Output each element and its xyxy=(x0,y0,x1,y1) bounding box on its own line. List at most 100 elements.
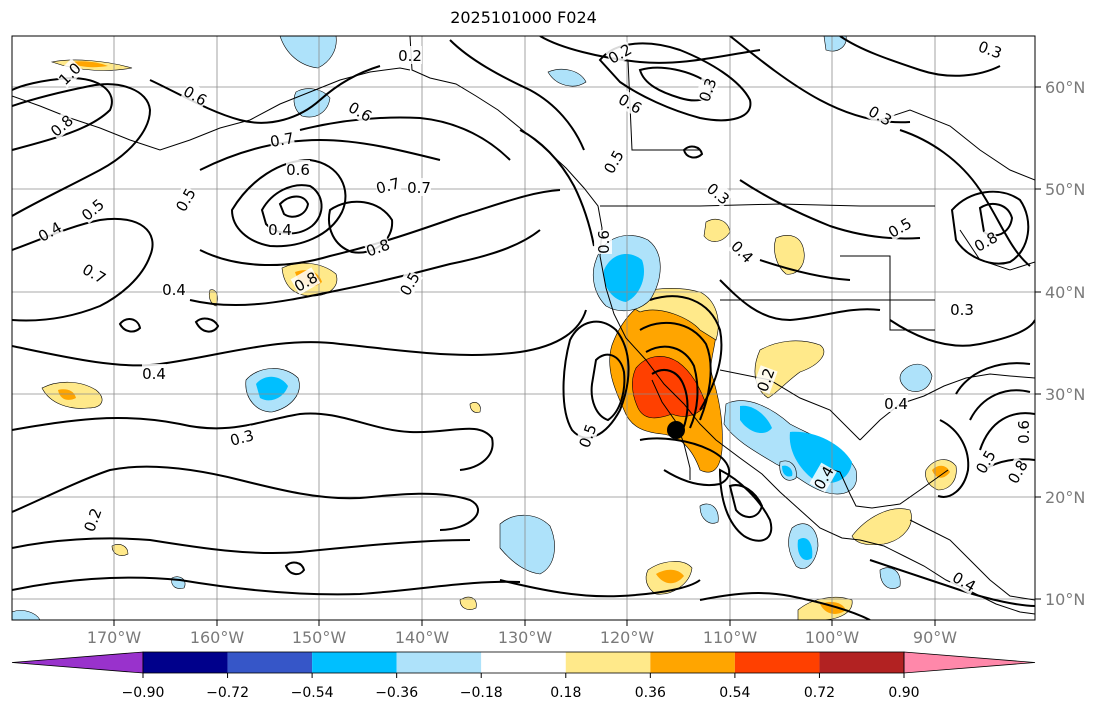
colorbar: −0.90 −0.72 −0.54 −0.36 −0.18 0.18 0.36 0.54 0.7… xyxy=(11,651,1036,701)
contour-label-bg xyxy=(884,394,908,412)
coastlines xyxy=(12,36,1035,615)
contour-label-bg xyxy=(79,505,105,535)
colorbar-segment xyxy=(227,652,313,673)
map-title: 2025101000 F024 xyxy=(450,8,597,27)
contour-label-bg xyxy=(604,39,635,67)
lon-tick-label: 100°W xyxy=(805,628,860,647)
colorbar-segment xyxy=(396,652,482,673)
colorbar-tick-label: 0.54 xyxy=(719,685,750,701)
lat-tick-label: 60°N xyxy=(1045,78,1085,97)
lon-tick-label: 140°W xyxy=(395,628,450,647)
lon-tick-label: 130°W xyxy=(498,628,553,647)
contour-label-bg xyxy=(171,184,199,215)
contour-label-bg xyxy=(1003,456,1031,487)
lon-tick-label: 170°W xyxy=(87,628,142,647)
lat-tick-label: 40°N xyxy=(1045,283,1085,302)
lat-tick-label: 30°N xyxy=(1045,385,1085,404)
lat-tick-label: 50°N xyxy=(1045,180,1085,199)
contour-label-text: 0.4 xyxy=(162,281,186,299)
lon-tick-label: 90°W xyxy=(913,628,957,647)
contour-label-text: 0.4 xyxy=(884,395,908,413)
contour-label-bg xyxy=(727,236,758,267)
contour-label-bg xyxy=(373,173,402,197)
contour-label-bg xyxy=(142,364,166,382)
colorbar-segment xyxy=(143,652,228,673)
colorbar-segment xyxy=(734,652,820,673)
contour-label: 0.4 xyxy=(142,364,166,383)
contour-label-bg xyxy=(949,567,980,595)
contour-label: 0.4 xyxy=(268,220,292,239)
contour-label-bg xyxy=(54,58,85,89)
colorbar-tick-label: −0.72 xyxy=(206,685,249,701)
contour-label-text: 0.4 xyxy=(142,365,166,383)
contour-label: 0.7 xyxy=(373,173,402,198)
contour-label-bg xyxy=(345,97,376,125)
contour-label-bg xyxy=(268,128,296,150)
contour-label-bg xyxy=(227,425,256,449)
contour-label-bg xyxy=(950,300,974,318)
colorbar-tick-label: −0.18 xyxy=(460,685,503,701)
contour-label: 0.4 xyxy=(162,280,186,299)
contour-label-text: 0.6 xyxy=(595,230,613,254)
contour-label-bg xyxy=(162,280,186,298)
contour-label-bg xyxy=(703,178,734,208)
contour-label-bg xyxy=(971,446,999,477)
contour-label-bg xyxy=(975,36,1005,62)
map-frame xyxy=(11,35,1036,621)
negative-anomaly-shading xyxy=(12,36,933,620)
contour-label-bg xyxy=(884,213,915,241)
contour-label-bg xyxy=(77,194,108,224)
lat-tick-label: 10°N xyxy=(1045,590,1085,609)
colorbar-tick-label: −0.54 xyxy=(291,685,334,701)
colorbar-extend-low xyxy=(11,651,144,674)
contour-label-text: 0.3 xyxy=(228,426,256,450)
colorbar-extend-high xyxy=(903,651,1036,674)
contour-label-bg xyxy=(407,178,431,196)
storm-center-marker xyxy=(667,421,685,439)
colorbar-tick-label: 0.90 xyxy=(888,685,919,701)
contour-label-bg xyxy=(809,462,837,493)
contour-label-bg xyxy=(865,101,896,129)
contour-label-bg xyxy=(1014,420,1032,444)
contour-label-bg xyxy=(599,146,627,177)
contour-label: 0.6 xyxy=(1014,420,1033,444)
contour-label: 0.7 xyxy=(268,128,295,151)
contour-label-bg xyxy=(615,89,646,117)
contour-label-bg xyxy=(363,234,393,260)
colorbar-tick-label: 0.72 xyxy=(804,685,835,701)
contour-label-text: 0.6 xyxy=(286,161,310,179)
contour-label: 0.3 xyxy=(950,300,974,319)
contour-label-bg xyxy=(34,217,65,245)
contour-label-bg xyxy=(970,227,1001,255)
contour-label: 0.7 xyxy=(407,178,431,197)
contour-label: 0.4 xyxy=(884,394,908,413)
contour-label-bg xyxy=(290,267,321,295)
contour-label-bg xyxy=(395,268,423,299)
contour-label-bg xyxy=(180,81,211,109)
contour-label-text: 0.3 xyxy=(950,301,974,319)
longitude-axis: 170°W 160°W 150°W 140°W 130°W 120°W 110°W 100°W… xyxy=(87,620,957,647)
lon-tick-label: 120°W xyxy=(600,628,655,647)
contour-label-bg xyxy=(752,365,778,395)
lon-tick-label: 160°W xyxy=(190,628,245,647)
contour-label-bg xyxy=(46,110,77,140)
colorbar-outline xyxy=(142,651,905,674)
colorbar-segment xyxy=(650,652,735,673)
map-layers: 0.20.81.00.60.60.70.60.70.50.40.50.40.70… xyxy=(12,36,1035,620)
colorbar-tick-label: 0.36 xyxy=(635,685,666,701)
colorbar-tick-label: −0.90 xyxy=(122,685,165,701)
contour-label-bg xyxy=(398,46,422,64)
contour-label: 0.6 xyxy=(286,160,310,179)
colorbar-segment xyxy=(819,652,904,673)
lon-tick-label: 110°W xyxy=(703,628,758,647)
contour-label-text: 0.2 xyxy=(398,47,422,65)
contour-label-text: 0.7 xyxy=(269,129,296,151)
lon-tick-label: 150°W xyxy=(292,628,347,647)
contour-label-bg xyxy=(268,220,292,238)
contour-label: 0.3 xyxy=(227,425,256,450)
contour-label-text: 0.6 xyxy=(1015,420,1033,444)
contour-label-bg xyxy=(286,160,310,178)
contour-label-bg xyxy=(574,421,600,451)
contour-label-text: 0.7 xyxy=(374,174,402,198)
contour-label-bg xyxy=(79,259,110,287)
